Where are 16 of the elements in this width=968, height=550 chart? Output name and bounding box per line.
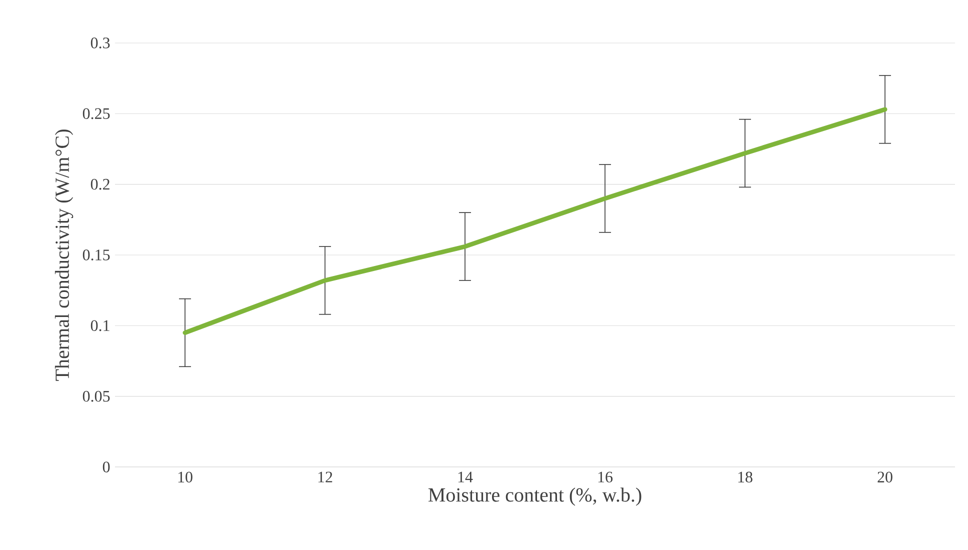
x-tick-label: 16 (598, 472, 613, 482)
y-tick-label: 0.2 (90, 178, 110, 190)
x-tick-label: 20 (878, 472, 892, 482)
line-series (182, 107, 888, 335)
x-tick-label: 10 (178, 472, 192, 482)
x-axis-title: Moisture content (%, w.b.) (428, 488, 642, 506)
y-tick-label: 0.1 (90, 320, 110, 332)
x-tick-label: 12 (318, 472, 332, 482)
y-tick-label: 0.25 (82, 108, 110, 120)
x-tick-label: 18 (738, 472, 752, 482)
y-tick-label: 0.15 (82, 250, 110, 260)
x-tick-label: 14 (458, 472, 473, 482)
y-tick-label: 0.05 (82, 390, 110, 402)
y-tick-label: 0 (102, 462, 110, 472)
y-axis-title: Thermal conductivity (W/m°C) (54, 130, 74, 381)
y-tick-label: 0.3 (90, 38, 110, 48)
